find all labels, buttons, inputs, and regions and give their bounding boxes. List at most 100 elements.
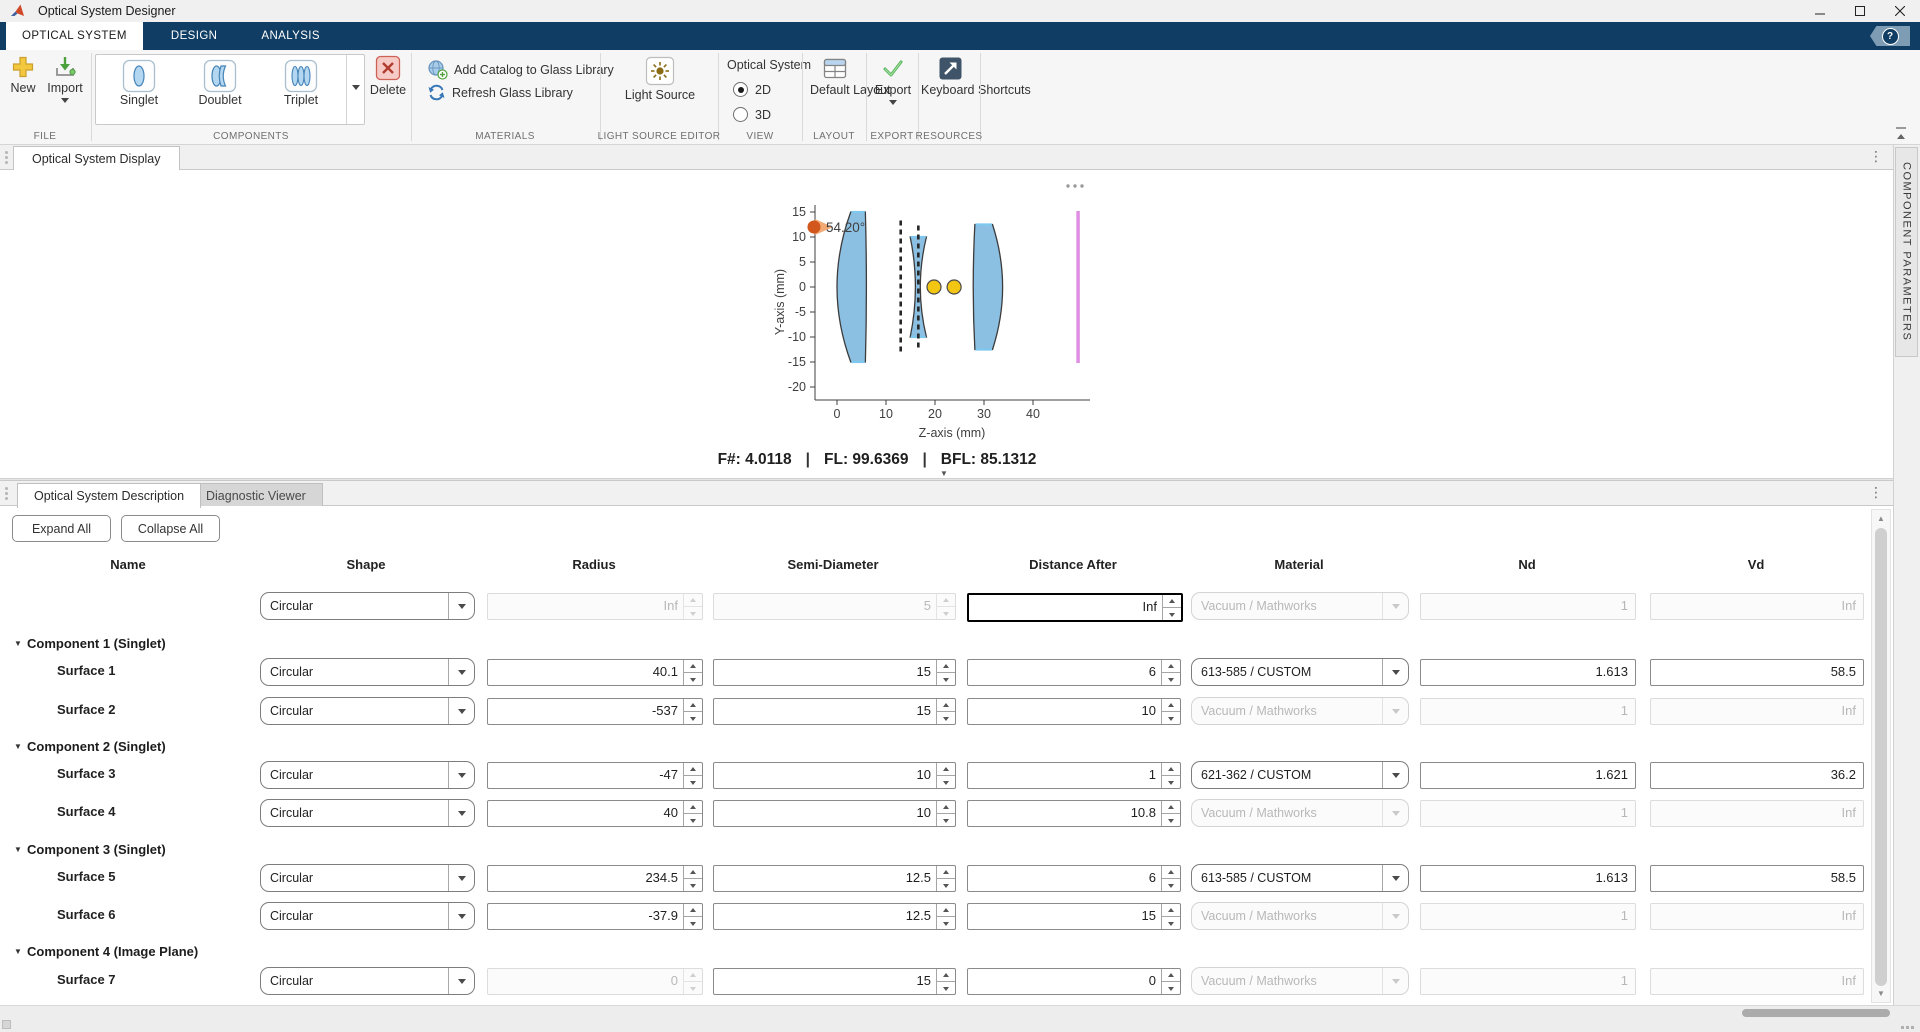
collapse-all-button[interactable]: Collapse All (121, 515, 220, 542)
maximize-button[interactable] (1840, 0, 1880, 22)
semi-diameter-input-spinner[interactable] (936, 969, 955, 994)
radius-input[interactable]: 40 (487, 800, 703, 827)
semi-diameter-input[interactable]: 15 (713, 698, 956, 725)
shape-dropdown[interactable]: Circular (260, 761, 475, 789)
semi-diameter-input[interactable]: 10 (713, 762, 956, 789)
distance-after-input-spinner[interactable] (1161, 699, 1180, 724)
tab-analysis[interactable]: ANALYSIS (245, 22, 336, 50)
material-dropdown-arrow-icon[interactable] (1382, 659, 1408, 685)
radius-input[interactable]: -537 (487, 698, 703, 725)
distance-after-input[interactable]: 10 (967, 698, 1181, 725)
shape-dropdown[interactable]: Circular (260, 592, 475, 620)
tab-optical-system-description[interactable]: Optical System Description (17, 483, 201, 508)
singlet-button[interactable]: Singlet (104, 59, 174, 107)
component-group-row[interactable]: ▼ Component 3 (Singlet) (0, 842, 900, 860)
radius-input-spinner[interactable] (683, 594, 702, 619)
nd-input[interactable]: 1 (1420, 968, 1636, 995)
shape-dropdown-arrow-icon[interactable] (448, 903, 474, 929)
default-layout-button[interactable]: Default Layout (808, 56, 862, 97)
shape-dropdown-arrow-icon[interactable] (448, 762, 474, 788)
distance-after-input-spinner[interactable] (1161, 763, 1180, 788)
import-button[interactable]: Import (42, 55, 88, 107)
semi-diameter-input-spinner[interactable] (936, 904, 955, 929)
light-source-button[interactable]: Light Source (627, 56, 693, 102)
semi-diameter-input[interactable]: 12.5 (713, 865, 956, 892)
distance-after-input[interactable]: 15 (967, 903, 1181, 930)
semi-diameter-input-spinner[interactable] (936, 866, 955, 891)
scroll-up-icon[interactable]: ▲ (1872, 514, 1890, 523)
export-button[interactable]: Export (869, 56, 917, 109)
collapse-triangle-icon[interactable]: ▼ (14, 947, 22, 956)
radius-input[interactable]: -37.9 (487, 903, 703, 930)
vd-input[interactable]: Inf (1650, 593, 1864, 620)
material-dropdown[interactable]: Vacuum / Mathworks (1191, 697, 1409, 725)
new-button[interactable]: New (6, 55, 40, 95)
shape-dropdown[interactable]: Circular (260, 902, 475, 930)
material-dropdown-arrow-icon[interactable] (1382, 968, 1408, 994)
vd-input[interactable]: 36.2 (1650, 762, 1864, 789)
material-dropdown[interactable]: Vacuum / Mathworks (1191, 799, 1409, 827)
shape-dropdown[interactable]: Circular (260, 967, 475, 995)
distance-after-input[interactable]: Inf (967, 593, 1183, 622)
semi-diameter-input-spinner[interactable] (936, 594, 955, 619)
keyboard-shortcuts-button[interactable]: Keyboard Shortcuts (920, 56, 980, 97)
collapse-triangle-icon[interactable]: ▼ (14, 639, 22, 648)
distance-after-input[interactable]: 1 (967, 762, 1181, 789)
semi-diameter-input[interactable]: 12.5 (713, 903, 956, 930)
refresh-glass-library-button[interactable]: Refresh Glass Library (427, 83, 573, 102)
material-dropdown-arrow-icon[interactable] (1382, 903, 1408, 929)
nd-input[interactable]: 1.621 (1420, 762, 1636, 789)
vd-input[interactable]: Inf (1650, 968, 1864, 995)
nd-input[interactable]: 1.613 (1420, 865, 1636, 892)
expand-all-button[interactable]: Expand All (12, 515, 111, 542)
vd-input[interactable]: 58.5 (1650, 865, 1864, 892)
shape-dropdown[interactable]: Circular (260, 658, 475, 686)
radius-input[interactable]: -47 (487, 762, 703, 789)
material-dropdown-arrow-icon[interactable] (1382, 865, 1408, 891)
vd-input[interactable]: 58.5 (1650, 659, 1864, 686)
distance-after-input[interactable]: 10.8 (967, 800, 1181, 827)
material-dropdown[interactable]: 613-585 / CUSTOM (1191, 658, 1409, 686)
radius-input[interactable]: 234.5 (487, 865, 703, 892)
gallery-dropdown-button[interactable] (346, 55, 364, 124)
table-horizontal-scrollbar[interactable] (1742, 1009, 1890, 1017)
add-catalog-button[interactable]: Add Catalog to Glass Library (427, 59, 614, 80)
distance-after-input[interactable]: 6 (967, 659, 1181, 686)
splitter-collapse-icon[interactable]: ▼ (940, 469, 948, 478)
collapse-triangle-icon[interactable]: ▼ (14, 742, 22, 751)
nd-input[interactable]: 1 (1420, 698, 1636, 725)
shape-dropdown-arrow-icon[interactable] (448, 698, 474, 724)
semi-diameter-input[interactable]: 15 (713, 659, 956, 686)
radius-input-spinner[interactable] (683, 660, 702, 685)
collapse-ribbon-button[interactable] (1894, 127, 1908, 139)
semi-diameter-input-spinner[interactable] (936, 763, 955, 788)
vd-input[interactable]: Inf (1650, 903, 1864, 930)
component-group-row[interactable]: ▼ Component 2 (Singlet) (0, 739, 900, 757)
nd-input[interactable]: 1 (1420, 593, 1636, 620)
nd-input[interactable]: 1 (1420, 800, 1636, 827)
radius-input-spinner[interactable] (683, 699, 702, 724)
material-dropdown[interactable]: 613-585 / CUSTOM (1191, 864, 1409, 892)
description-panel-menu-icon[interactable]: ⋮ (1869, 484, 1883, 501)
distance-after-input-spinner[interactable] (1161, 801, 1180, 826)
radius-input[interactable]: 0 (487, 968, 703, 995)
collapse-triangle-icon[interactable]: ▼ (14, 845, 22, 854)
export-dropdown-caret-icon[interactable] (889, 100, 897, 109)
import-dropdown-caret-icon[interactable] (61, 98, 69, 107)
shape-dropdown-arrow-icon[interactable] (448, 659, 474, 685)
distance-after-input-spinner[interactable] (1161, 660, 1180, 685)
distance-after-input-spinner[interactable] (1161, 904, 1180, 929)
material-dropdown[interactable]: 621-362 / CUSTOM (1191, 761, 1409, 789)
component-group-row[interactable]: ▼ Component 1 (Singlet) (0, 636, 900, 654)
material-dropdown-arrow-icon[interactable] (1382, 800, 1408, 826)
scrollbar-thumb[interactable] (1875, 528, 1887, 986)
semi-diameter-input[interactable]: 10 (713, 800, 956, 827)
optical-layout-plot[interactable]: 151050-5-10-15-20010203040Z-axis (mm)Y-a… (700, 175, 1124, 448)
shape-dropdown-arrow-icon[interactable] (448, 593, 474, 619)
material-dropdown[interactable]: Vacuum / Mathworks (1191, 902, 1409, 930)
semi-diameter-input-spinner[interactable] (936, 801, 955, 826)
display-panel-menu-icon[interactable]: ⋮ (1869, 148, 1883, 165)
material-dropdown-arrow-icon[interactable] (1382, 698, 1408, 724)
distance-after-input-spinner[interactable] (1161, 866, 1180, 891)
semi-diameter-input-spinner[interactable] (936, 699, 955, 724)
